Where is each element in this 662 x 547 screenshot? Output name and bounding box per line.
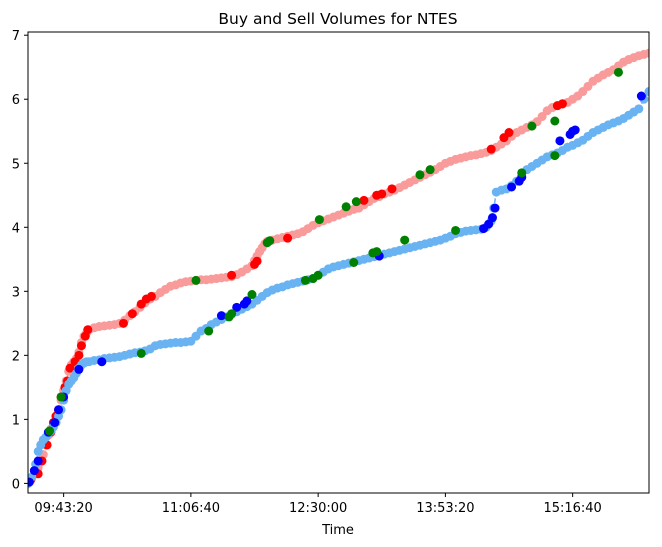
point-markers-6: [227, 309, 237, 319]
y-tick-label-1: 1: [12, 413, 20, 428]
accent-point-buy-cumulative-16: [487, 213, 497, 223]
y-tick-label-6: 6: [12, 93, 20, 108]
accent-point-buy-cumulative-10: [232, 302, 242, 312]
point-markers-24: [527, 121, 537, 131]
point-markers-10: [300, 275, 310, 285]
point-markers-0: [45, 426, 55, 436]
accent-point-sell-cumulative-11: [65, 363, 75, 373]
point-markers-3: [191, 275, 201, 285]
x-axis-title: Time: [321, 523, 354, 538]
point-sell-cumulative-115: [537, 112, 547, 122]
accent-point-buy-cumulative-12: [242, 296, 252, 306]
accent-point-sell-cumulative-30: [486, 144, 496, 154]
plot-area: [28, 48, 649, 488]
accent-point-buy-cumulative-18: [507, 182, 517, 192]
y-tick-label-0: 0: [12, 477, 20, 492]
accent-point-buy-cumulative-5: [54, 405, 64, 415]
y-tick-label-3: 3: [12, 285, 20, 300]
accent-point-sell-cumulative-26: [359, 195, 369, 205]
series-markers: [45, 67, 623, 436]
accent-point-sell-cumulative-14: [76, 341, 86, 351]
accent-point-sell-cumulative-21: [146, 291, 156, 301]
point-markers-20: [415, 170, 425, 180]
point-markers-19: [400, 235, 410, 245]
point-markers-1: [56, 392, 66, 402]
point-markers-22: [451, 225, 461, 235]
accent-point-sell-cumulative-25: [283, 233, 293, 243]
accent-point-sell-cumulative-28: [377, 189, 387, 199]
point-markers-12: [313, 270, 323, 280]
accent-point-buy-cumulative-24: [570, 125, 580, 135]
accent-point-buy-cumulative-8: [97, 357, 107, 367]
x-tick-label-2: 12:30:00: [289, 501, 347, 516]
point-markers-21: [425, 165, 435, 175]
accent-point-buy-cumulative-4: [50, 418, 60, 428]
accent-point-buy-cumulative-17: [490, 203, 500, 213]
x-tick-label-4: 15:16:40: [543, 501, 601, 516]
accent-point-buy-cumulative-25: [636, 91, 646, 101]
axes: 09:43:20 11:06:40 12:30:00 13:53:20 15:16:40…: [12, 29, 650, 516]
accent-point-buy-cumulative-21: [555, 136, 565, 146]
accent-point-sell-cumulative-29: [387, 184, 397, 194]
accent-point-sell-cumulative-17: [118, 318, 128, 328]
x-tick-label-0: 09:43:20: [34, 501, 92, 516]
point-markers-14: [341, 202, 351, 212]
accent-point-sell-cumulative-24: [252, 256, 262, 266]
x-tick-label-1: 11:06:40: [162, 501, 220, 516]
point-markers-26: [550, 151, 560, 161]
plot-frame: [27, 31, 650, 494]
accent-point-sell-cumulative-32: [504, 128, 514, 138]
point-markers-2: [136, 348, 146, 358]
accent-point-sell-cumulative-22: [227, 270, 237, 280]
point-markers-16: [351, 197, 361, 207]
point-markers-4: [204, 326, 214, 336]
y-tick-label-5: 5: [12, 157, 20, 172]
point-markers-7: [247, 290, 257, 300]
point-markers-27: [613, 67, 623, 77]
point-markers-9: [265, 236, 275, 246]
point-markers-13: [314, 215, 324, 225]
accent-point-buy-cumulative-0: [28, 477, 34, 487]
series-buy-cumulative: [28, 87, 649, 488]
accent-point-buy-cumulative-1: [29, 466, 39, 476]
y-tick-label-7: 7: [12, 29, 20, 44]
point-markers-15: [349, 258, 359, 267]
point-markers-25: [550, 116, 560, 126]
point-buy-cumulative-132: [634, 104, 644, 114]
chart-title: Buy and Sell Volumes for NTES: [218, 10, 457, 28]
accent-point-sell-cumulative-34: [557, 99, 567, 109]
accent-point-buy-cumulative-2: [33, 456, 43, 466]
accent-point-sell-cumulative-16: [83, 325, 93, 335]
x-tick-label-3: 13:53:20: [416, 501, 474, 516]
y-tick-label-2: 2: [12, 349, 20, 364]
point-buy-cumulative-134: [644, 87, 649, 97]
point-markers-18: [372, 247, 382, 257]
y-tick-label-4: 4: [12, 221, 20, 236]
accent-point-buy-cumulative-7: [74, 364, 84, 374]
accent-point-sell-cumulative-18: [127, 309, 137, 319]
point-markers-23: [517, 168, 527, 178]
accent-point-buy-cumulative-9: [216, 311, 226, 321]
accent-point-sell-cumulative-13: [74, 350, 84, 360]
point-sell-cumulative-136: [644, 48, 649, 58]
